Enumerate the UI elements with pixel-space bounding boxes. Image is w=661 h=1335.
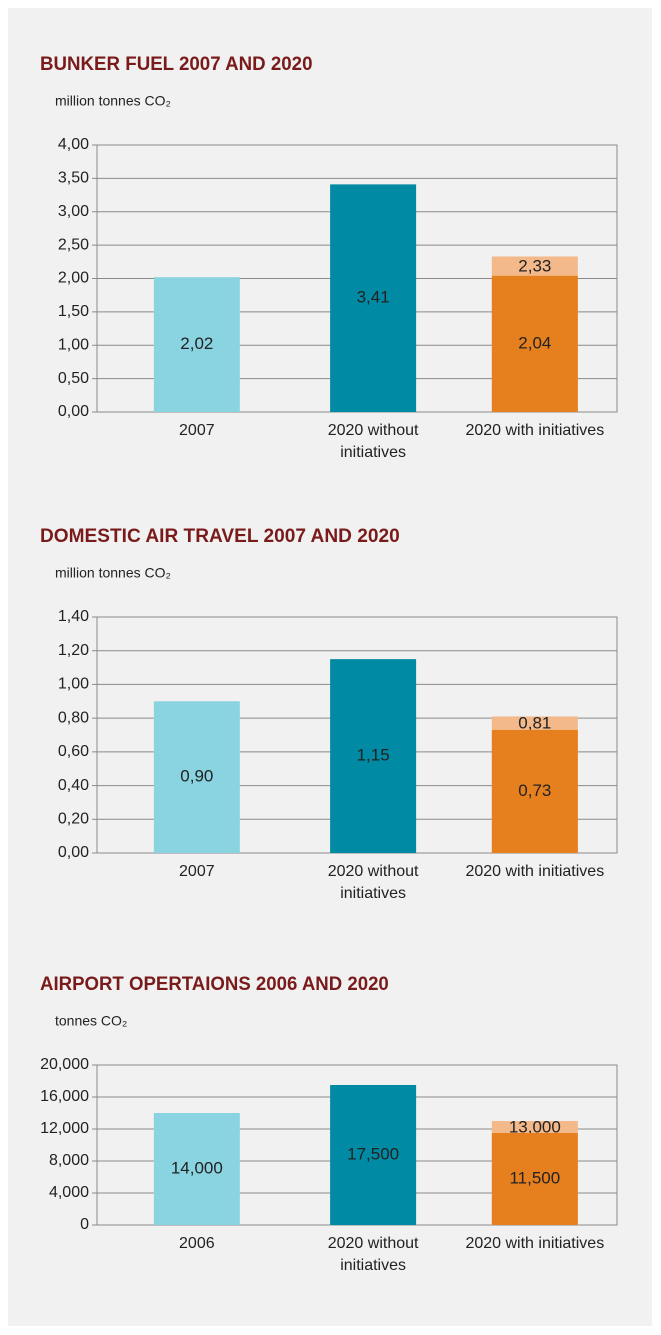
chart-title: AIRPORT OPERTAIONS 2006 AND 2020 — [40, 974, 389, 995]
x-tick-label: 2007 — [179, 422, 215, 439]
y-tick-label: 0,60 — [58, 743, 89, 760]
chart-title: DOMESTIC AIR TRAVEL 2007 AND 2020 — [40, 526, 400, 547]
value-label: 0,73 — [518, 781, 551, 800]
x-tick-label: 2020 without initiatives — [327, 422, 419, 461]
chart-title: BUNKER FUEL 2007 AND 2020 — [40, 54, 313, 75]
y-tick-label: 1,20 — [58, 642, 89, 659]
value-label: 0,81 — [518, 714, 551, 733]
y-tick-label: 0 — [80, 1216, 89, 1233]
value-label: 2,33 — [518, 257, 551, 276]
bar — [330, 1085, 417, 1225]
x-tick-label: 2020 with initiatives — [465, 1235, 605, 1252]
x-tick-label: 2006 — [179, 1235, 215, 1252]
y-tick-label: 3,50 — [58, 170, 89, 187]
y-tick-label: 1,00 — [58, 336, 89, 353]
value-label: 0,90 — [180, 767, 213, 786]
panel — [8, 8, 652, 1326]
bar — [330, 184, 417, 412]
bar — [491, 1133, 578, 1225]
y-tick-label: 0,40 — [58, 777, 89, 794]
y-tick-label: 2,00 — [58, 270, 89, 287]
bar — [153, 277, 240, 412]
y-tick-label: 3,00 — [58, 203, 89, 220]
y-tick-label: 8,000 — [49, 1152, 89, 1169]
value-label: 14,000 — [171, 1158, 223, 1177]
value-label: 2,04 — [518, 333, 551, 352]
bar — [153, 1113, 240, 1225]
y-axis-label: million tonnes CO₂ — [55, 93, 171, 109]
y-tick-label: 16,000 — [40, 1088, 89, 1105]
y-tick-label: 1,40 — [58, 608, 89, 625]
y-tick-label: 0,20 — [58, 811, 89, 828]
value-label: 13,000 — [509, 1117, 561, 1136]
y-axis-label: million tonnes CO₂ — [55, 565, 171, 581]
value-label: 1,15 — [357, 746, 390, 765]
y-tick-label: 0,80 — [58, 709, 89, 726]
y-tick-label: 0,50 — [58, 370, 89, 387]
bar — [330, 659, 417, 853]
value-label: 2,02 — [180, 334, 213, 353]
y-tick-label: 4,00 — [58, 136, 89, 153]
y-tick-label: 4,000 — [49, 1184, 89, 1201]
bar — [491, 275, 578, 412]
x-tick-label: 2020 without initiatives — [327, 863, 419, 902]
value-label: 11,500 — [509, 1168, 560, 1187]
x-tick-label: 2020 with initiatives — [465, 863, 605, 880]
y-axis-label: tonnes CO₂ — [55, 1013, 127, 1029]
x-tick-label: 2020 with initiatives — [465, 422, 605, 439]
x-tick-label: 2020 without initiatives — [327, 1235, 419, 1274]
bar — [491, 729, 578, 853]
y-tick-label: 2,50 — [58, 236, 89, 253]
y-tick-label: 12,000 — [40, 1120, 89, 1137]
value-label: 17,500 — [347, 1144, 399, 1163]
value-label: 3,41 — [357, 288, 390, 307]
y-tick-label: 0,00 — [58, 403, 89, 420]
y-tick-label: 20,000 — [40, 1056, 89, 1073]
x-tick-label: 2007 — [179, 863, 215, 880]
y-tick-label: 0,00 — [58, 844, 89, 861]
y-tick-label: 1,00 — [58, 676, 89, 693]
y-tick-label: 1,50 — [58, 303, 89, 320]
bar — [153, 701, 240, 853]
